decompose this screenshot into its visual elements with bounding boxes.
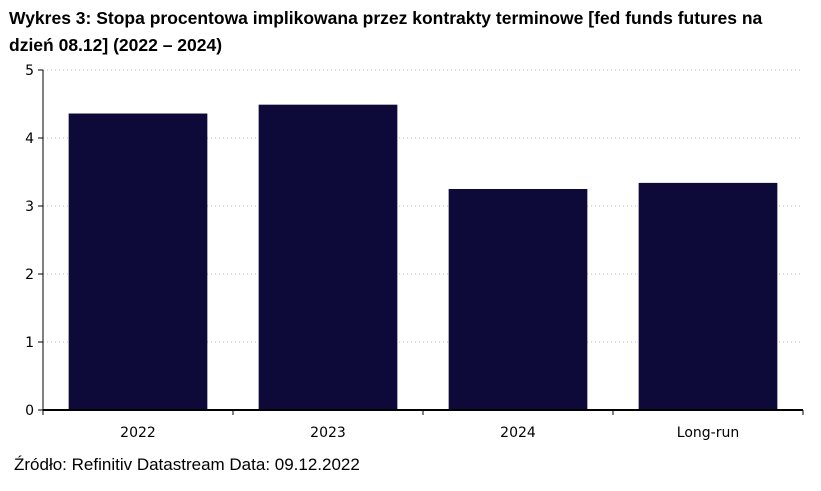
y-tick-label: 1 <box>25 335 34 351</box>
bar-long-run <box>638 182 778 410</box>
tick-labels: 0 1 2 3 4 5 2022 2023 2024 Long-run <box>25 63 739 441</box>
y-tick-label: 2 <box>25 267 34 283</box>
y-tick-label: 0 <box>25 403 34 419</box>
y-tick-label: 3 <box>25 199 34 215</box>
source-note: Źródło: Refinitiv Datastream Data: 09.12… <box>14 455 360 474</box>
x-tick-label: Long-run <box>677 425 739 441</box>
bar-2024 <box>448 189 588 410</box>
bar-2023 <box>258 104 398 411</box>
x-tick-label: 2024 <box>500 425 536 441</box>
axes <box>38 69 804 415</box>
gridlines <box>43 69 803 343</box>
x-tick-label: 2022 <box>120 425 156 441</box>
y-tick-label: 4 <box>25 131 34 147</box>
bars <box>68 104 778 411</box>
bar-2022 <box>68 113 208 411</box>
y-tick-label: 5 <box>25 63 34 79</box>
chart-title: Wykres 3: Stopa procentowa implikowana p… <box>9 8 763 55</box>
x-tick-label: 2023 <box>310 425 346 441</box>
